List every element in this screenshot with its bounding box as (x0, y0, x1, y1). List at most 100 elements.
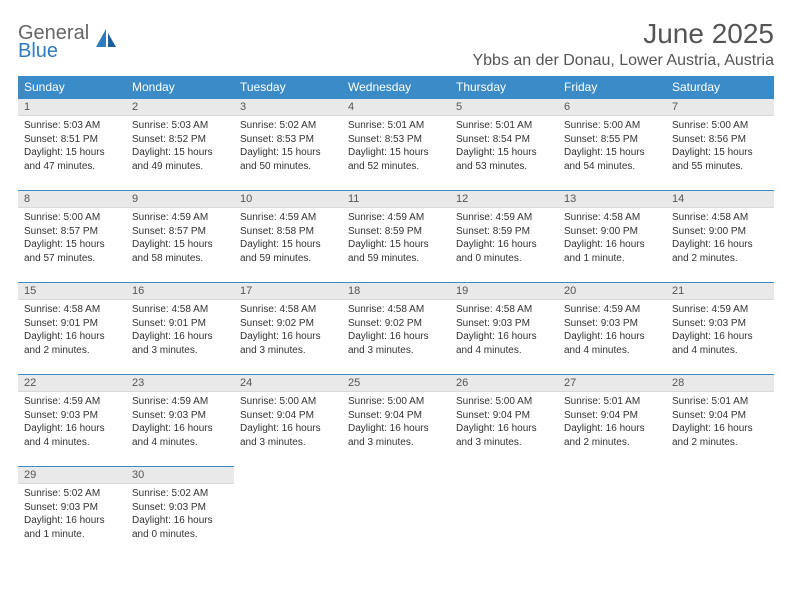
day-number: 7 (666, 99, 774, 116)
day-details: Sunrise: 5:02 AMSunset: 9:03 PMDaylight:… (126, 484, 234, 545)
day-number: 30 (126, 467, 234, 484)
calendar-day-cell: .. (558, 467, 666, 559)
location-subtitle: Ybbs an der Donau, Lower Austria, Austri… (472, 52, 774, 70)
day-details: Sunrise: 4:58 AMSunset: 9:02 PMDaylight:… (342, 300, 450, 361)
day-details: Sunrise: 5:00 AMSunset: 8:57 PMDaylight:… (18, 208, 126, 269)
weekday-header: Tuesday (234, 76, 342, 99)
day-details: Sunrise: 4:59 AMSunset: 9:03 PMDaylight:… (666, 300, 774, 361)
day-number: 19 (450, 283, 558, 300)
calendar-day-cell: 30Sunrise: 5:02 AMSunset: 9:03 PMDayligh… (126, 467, 234, 559)
calendar-day-cell: .. (234, 467, 342, 559)
calendar-day-cell: 21Sunrise: 4:59 AMSunset: 9:03 PMDayligh… (666, 283, 774, 375)
calendar-day-cell: 8Sunrise: 5:00 AMSunset: 8:57 PMDaylight… (18, 191, 126, 283)
day-details: Sunrise: 4:58 AMSunset: 9:01 PMDaylight:… (126, 300, 234, 361)
title-block: June 2025 Ybbs an der Donau, Lower Austr… (472, 18, 774, 70)
weekday-header: Saturday (666, 76, 774, 99)
day-number: 16 (126, 283, 234, 300)
calendar-day-cell: 3Sunrise: 5:02 AMSunset: 8:53 PMDaylight… (234, 99, 342, 191)
calendar-day-cell: .. (342, 467, 450, 559)
day-details: Sunrise: 5:01 AMSunset: 8:53 PMDaylight:… (342, 116, 450, 177)
weekday-header: Friday (558, 76, 666, 99)
day-details: Sunrise: 4:58 AMSunset: 9:02 PMDaylight:… (234, 300, 342, 361)
day-number: 17 (234, 283, 342, 300)
day-number: 9 (126, 191, 234, 208)
day-number: 26 (450, 375, 558, 392)
calendar-day-cell: 26Sunrise: 5:00 AMSunset: 9:04 PMDayligh… (450, 375, 558, 467)
calendar-table: SundayMondayTuesdayWednesdayThursdayFrid… (18, 76, 774, 559)
day-number: 6 (558, 99, 666, 116)
day-number: 29 (18, 467, 126, 484)
calendar-day-cell: 16Sunrise: 4:58 AMSunset: 9:01 PMDayligh… (126, 283, 234, 375)
weekday-header-row: SundayMondayTuesdayWednesdayThursdayFrid… (18, 76, 774, 99)
day-details: Sunrise: 5:00 AMSunset: 8:55 PMDaylight:… (558, 116, 666, 177)
day-details: Sunrise: 5:01 AMSunset: 9:04 PMDaylight:… (666, 392, 774, 453)
calendar-day-cell: 5Sunrise: 5:01 AMSunset: 8:54 PMDaylight… (450, 99, 558, 191)
weekday-header: Thursday (450, 76, 558, 99)
calendar-day-cell: 18Sunrise: 4:58 AMSunset: 9:02 PMDayligh… (342, 283, 450, 375)
calendar-day-cell: 15Sunrise: 4:58 AMSunset: 9:01 PMDayligh… (18, 283, 126, 375)
day-number: 3 (234, 99, 342, 116)
day-number: 12 (450, 191, 558, 208)
day-details: Sunrise: 4:59 AMSunset: 9:03 PMDaylight:… (18, 392, 126, 453)
calendar-day-cell: 2Sunrise: 5:03 AMSunset: 8:52 PMDaylight… (126, 99, 234, 191)
brand-blue: Blue (18, 40, 58, 62)
day-details: Sunrise: 5:00 AMSunset: 8:56 PMDaylight:… (666, 116, 774, 177)
brand-logo: General Blue (18, 24, 120, 60)
calendar-week-row: 8Sunrise: 5:00 AMSunset: 8:57 PMDaylight… (18, 191, 774, 283)
calendar-day-cell: .. (450, 467, 558, 559)
calendar-day-cell: 27Sunrise: 5:01 AMSunset: 9:04 PMDayligh… (558, 375, 666, 467)
day-number: 21 (666, 283, 774, 300)
day-details: Sunrise: 5:00 AMSunset: 9:04 PMDaylight:… (342, 392, 450, 453)
day-details: Sunrise: 4:58 AMSunset: 9:03 PMDaylight:… (450, 300, 558, 361)
calendar-week-row: 1Sunrise: 5:03 AMSunset: 8:51 PMDaylight… (18, 99, 774, 191)
day-number: 22 (18, 375, 126, 392)
day-number: 4 (342, 99, 450, 116)
day-details: Sunrise: 4:59 AMSunset: 8:58 PMDaylight:… (234, 208, 342, 269)
day-details: Sunrise: 4:59 AMSunset: 8:57 PMDaylight:… (126, 208, 234, 269)
day-number: 20 (558, 283, 666, 300)
day-details: Sunrise: 5:02 AMSunset: 8:53 PMDaylight:… (234, 116, 342, 177)
day-number: 15 (18, 283, 126, 300)
day-details: Sunrise: 5:03 AMSunset: 8:52 PMDaylight:… (126, 116, 234, 177)
weekday-header: Wednesday (342, 76, 450, 99)
calendar-day-cell: 12Sunrise: 4:59 AMSunset: 8:59 PMDayligh… (450, 191, 558, 283)
weekday-header: Sunday (18, 76, 126, 99)
calendar-day-cell: 1Sunrise: 5:03 AMSunset: 8:51 PMDaylight… (18, 99, 126, 191)
day-details: Sunrise: 5:00 AMSunset: 9:04 PMDaylight:… (450, 392, 558, 453)
day-details: Sunrise: 5:00 AMSunset: 9:04 PMDaylight:… (234, 392, 342, 453)
day-details: Sunrise: 4:58 AMSunset: 9:00 PMDaylight:… (666, 208, 774, 269)
calendar-day-cell: 28Sunrise: 5:01 AMSunset: 9:04 PMDayligh… (666, 375, 774, 467)
month-title: June 2025 (472, 18, 774, 50)
day-details: Sunrise: 4:59 AMSunset: 8:59 PMDaylight:… (342, 208, 450, 269)
day-number: 27 (558, 375, 666, 392)
day-number: 28 (666, 375, 774, 392)
calendar-day-cell: 17Sunrise: 4:58 AMSunset: 9:02 PMDayligh… (234, 283, 342, 375)
calendar-day-cell: 22Sunrise: 4:59 AMSunset: 9:03 PMDayligh… (18, 375, 126, 467)
day-number: 24 (234, 375, 342, 392)
day-details: Sunrise: 5:02 AMSunset: 9:03 PMDaylight:… (18, 484, 126, 545)
calendar-day-cell: 25Sunrise: 5:00 AMSunset: 9:04 PMDayligh… (342, 375, 450, 467)
calendar-week-row: 22Sunrise: 4:59 AMSunset: 9:03 PMDayligh… (18, 375, 774, 467)
day-details: Sunrise: 4:58 AMSunset: 9:00 PMDaylight:… (558, 208, 666, 269)
calendar-day-cell: 13Sunrise: 4:58 AMSunset: 9:00 PMDayligh… (558, 191, 666, 283)
weekday-header: Monday (126, 76, 234, 99)
day-number: 18 (342, 283, 450, 300)
calendar-day-cell: 20Sunrise: 4:59 AMSunset: 9:03 PMDayligh… (558, 283, 666, 375)
day-details: Sunrise: 4:59 AMSunset: 8:59 PMDaylight:… (450, 208, 558, 269)
calendar-day-cell: 14Sunrise: 4:58 AMSunset: 9:00 PMDayligh… (666, 191, 774, 283)
calendar-day-cell: 11Sunrise: 4:59 AMSunset: 8:59 PMDayligh… (342, 191, 450, 283)
calendar-day-cell: 4Sunrise: 5:01 AMSunset: 8:53 PMDaylight… (342, 99, 450, 191)
calendar-day-cell: 6Sunrise: 5:00 AMSunset: 8:55 PMDaylight… (558, 99, 666, 191)
calendar-day-cell: .. (666, 467, 774, 559)
calendar-day-cell: 29Sunrise: 5:02 AMSunset: 9:03 PMDayligh… (18, 467, 126, 559)
day-details: Sunrise: 5:01 AMSunset: 9:04 PMDaylight:… (558, 392, 666, 453)
day-details: Sunrise: 4:58 AMSunset: 9:01 PMDaylight:… (18, 300, 126, 361)
sail-icon (94, 27, 120, 56)
day-number: 1 (18, 99, 126, 116)
calendar-day-cell: 23Sunrise: 4:59 AMSunset: 9:03 PMDayligh… (126, 375, 234, 467)
header: General Blue June 2025 Ybbs an der Donau… (18, 18, 774, 70)
day-number: 14 (666, 191, 774, 208)
day-number: 23 (126, 375, 234, 392)
brand-text: General Blue (18, 24, 89, 60)
day-details: Sunrise: 5:01 AMSunset: 8:54 PMDaylight:… (450, 116, 558, 177)
